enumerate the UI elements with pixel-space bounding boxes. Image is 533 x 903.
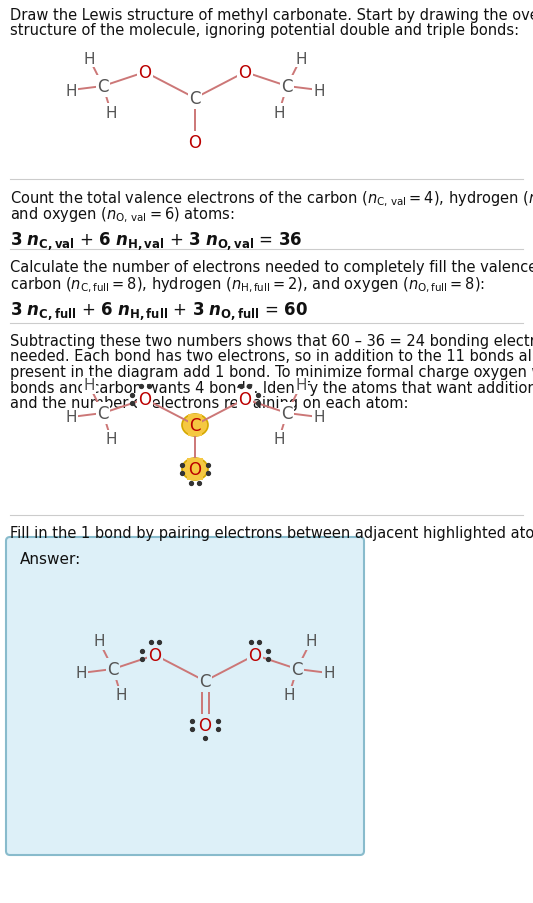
Text: H: H: [273, 106, 285, 120]
Text: C: C: [199, 672, 211, 690]
Text: O: O: [238, 391, 252, 408]
Text: H: H: [273, 432, 285, 447]
Text: C: C: [281, 78, 293, 96]
Text: H: H: [105, 432, 117, 447]
Text: and the number of electrons remaining on each atom:: and the number of electrons remaining on…: [10, 396, 408, 411]
Text: O: O: [149, 647, 161, 665]
Text: H: H: [283, 688, 295, 703]
Text: H: H: [75, 666, 87, 681]
Text: H: H: [313, 410, 325, 425]
Text: O: O: [139, 64, 151, 82]
Text: C: C: [281, 405, 293, 423]
Text: H: H: [83, 51, 95, 67]
Text: present in the diagram add 1 bond. To minimize formal charge oxygen wants 2: present in the diagram add 1 bond. To mi…: [10, 365, 533, 379]
Text: H: H: [313, 83, 325, 98]
Text: H: H: [295, 378, 307, 393]
Text: O: O: [248, 647, 262, 665]
Text: C: C: [97, 405, 109, 423]
Text: $\mathbf{3}$ $\boldsymbol{n}_\mathbf{C,full}$ + $\mathbf{6}$ $\boldsymbol{n}_\ma: $\mathbf{3}$ $\boldsymbol{n}_\mathbf{C,f…: [10, 300, 308, 321]
Text: C: C: [97, 78, 109, 96]
FancyBboxPatch shape: [6, 537, 364, 855]
Text: C: C: [189, 90, 201, 107]
Text: carbon ($n_\mathregular{C,full}=8$), hydrogen ($n_\mathregular{H,full}=2$), and : carbon ($n_\mathregular{C,full}=8$), hyd…: [10, 275, 485, 294]
Text: H: H: [105, 106, 117, 120]
Text: Fill in the 1 bond by pairing electrons between adjacent highlighted atoms:: Fill in the 1 bond by pairing electrons …: [10, 526, 533, 540]
Text: H: H: [93, 634, 105, 648]
Text: H: H: [115, 688, 127, 703]
Text: O: O: [139, 391, 151, 408]
Ellipse shape: [182, 459, 208, 480]
Text: and oxygen ($n_\mathregular{O,\,val}=6$) atoms:: and oxygen ($n_\mathregular{O,\,val}=6$)…: [10, 205, 235, 225]
Text: structure of the molecule, ignoring potential double and triple bonds:: structure of the molecule, ignoring pote…: [10, 23, 519, 39]
Text: C: C: [107, 660, 119, 678]
Text: C: C: [189, 416, 201, 434]
Ellipse shape: [182, 414, 208, 436]
Text: $\mathbf{3}$ $\boldsymbol{n}_\mathbf{C,val}$ + $\mathbf{6}$ $\boldsymbol{n}_\mat: $\mathbf{3}$ $\boldsymbol{n}_\mathbf{C,v…: [10, 230, 302, 252]
Text: O: O: [198, 716, 212, 734]
Text: Count the total valence electrons of the carbon ($n_\mathregular{C,\,val}=4$), h: Count the total valence electrons of the…: [10, 190, 533, 209]
Text: Draw the Lewis structure of methyl carbonate. Start by drawing the overall: Draw the Lewis structure of methyl carbo…: [10, 8, 533, 23]
Text: H: H: [295, 51, 307, 67]
Text: Calculate the number of electrons needed to completely fill the valence shells f: Calculate the number of electrons needed…: [10, 260, 533, 275]
Text: C: C: [291, 660, 303, 678]
Text: O: O: [238, 64, 252, 82]
Text: H: H: [305, 634, 317, 648]
Text: Answer:: Answer:: [20, 552, 81, 566]
Text: O: O: [189, 461, 201, 479]
Text: H: H: [83, 378, 95, 393]
Text: H: H: [65, 410, 77, 425]
Text: needed. Each bond has two electrons, so in addition to the 11 bonds already: needed. Each bond has two electrons, so …: [10, 349, 533, 364]
Text: H: H: [323, 666, 335, 681]
Text: Subtracting these two numbers shows that 60 – 36 = 24 bonding electrons are: Subtracting these two numbers shows that…: [10, 333, 533, 349]
Text: H: H: [65, 83, 77, 98]
Text: O: O: [189, 134, 201, 152]
Text: bonds and carbon wants 4 bonds. Identify the atoms that want additional bonds: bonds and carbon wants 4 bonds. Identify…: [10, 380, 533, 396]
